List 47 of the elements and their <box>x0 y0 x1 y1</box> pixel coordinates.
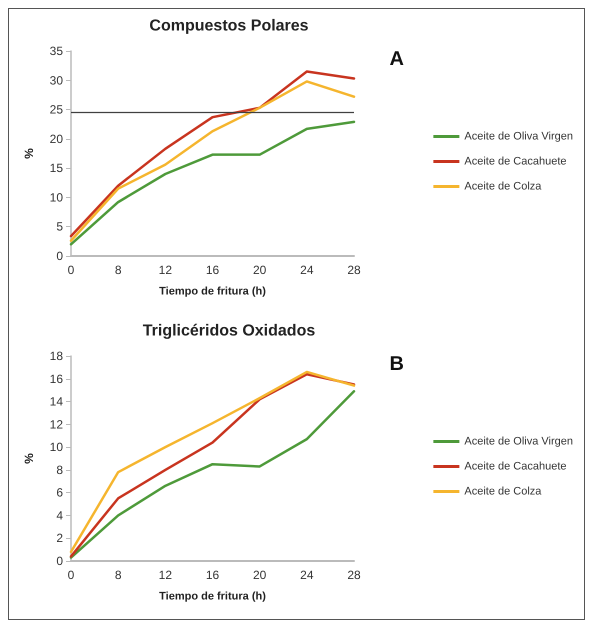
y-tick-label: 12 <box>50 417 64 432</box>
y-tick-label: 0 <box>56 249 64 263</box>
y-tick-label: 35 <box>50 44 64 58</box>
y-axis-title: % <box>22 148 36 159</box>
x-tick-label: 24 <box>300 568 314 582</box>
y-tick-label: 16 <box>50 372 64 386</box>
y-axis-title: % <box>22 452 36 464</box>
y-tick-label: 8 <box>56 462 64 477</box>
y-tick-label: 20 <box>50 132 64 146</box>
x-tick-label: 24 <box>300 263 314 277</box>
y-tick-label: 6 <box>56 486 64 500</box>
y-tick-label: 18 <box>50 349 64 363</box>
line-series <box>70 120 356 246</box>
legend-label: Aceite de Colza <box>464 486 542 498</box>
y-tick-label: 25 <box>50 102 64 117</box>
y-tick-label: 14 <box>50 394 64 409</box>
x-tick-label: 16 <box>206 263 220 277</box>
chart-title: Compuestos Polares <box>149 18 309 34</box>
x-tick-label: 12 <box>158 263 172 277</box>
x-tick-label: 28 <box>347 568 361 582</box>
x-tick-label: 12 <box>158 568 172 582</box>
chart-title: Triglicéridos Oxidados <box>142 322 316 340</box>
legend-label: Aceite de Oliva Virgen <box>464 130 574 142</box>
x-tick-label: 20 <box>252 263 267 277</box>
y-tick-label: 4 <box>56 508 64 522</box>
y-tick-label: 5 <box>56 220 64 234</box>
x-axis-title: Tiempo de fritura (h) <box>159 286 266 298</box>
legend-label: Aceite de Oliva Virgen <box>464 436 574 448</box>
x-axis-title: Tiempo de fritura (h) <box>159 590 266 602</box>
x-tick-label: 16 <box>206 568 220 582</box>
text: A <box>390 48 404 70</box>
y-tick-label: 0 <box>56 554 64 568</box>
legend-label: Aceite de Colza <box>464 180 542 192</box>
y-tick-label: 2 <box>56 531 64 546</box>
y-tick-label: 15 <box>50 161 64 176</box>
x-tick-label: 8 <box>114 263 122 277</box>
x-tick-label: 0 <box>68 568 75 582</box>
legend-label: Aceite de Cacahuete <box>464 156 567 168</box>
y-tick-label: 30 <box>50 73 64 88</box>
x-tick-label: 8 <box>114 568 122 582</box>
x-tick-label: 28 <box>347 263 361 277</box>
legend-label: Aceite de Cacahuete <box>464 460 567 472</box>
x-tick-label: 0 <box>68 263 75 277</box>
x-tick-label: 20 <box>252 568 267 582</box>
y-tick-label: 10 <box>50 440 64 454</box>
text: B <box>390 353 404 375</box>
y-tick-label: 10 <box>50 190 64 204</box>
